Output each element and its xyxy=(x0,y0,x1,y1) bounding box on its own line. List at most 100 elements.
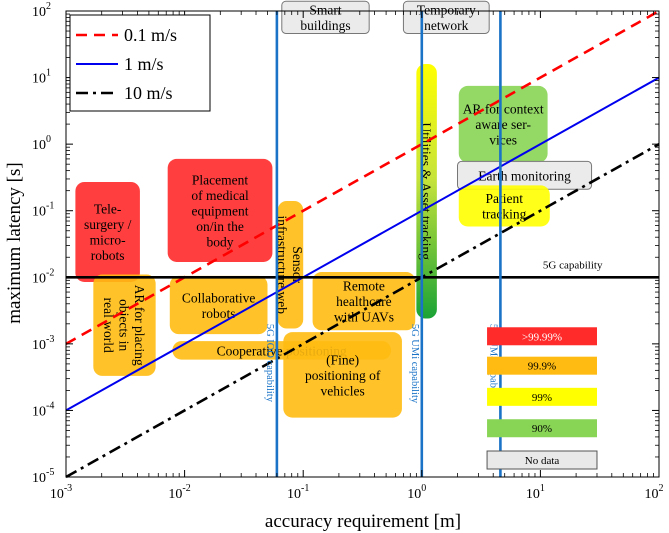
x-tick-label: 101 xyxy=(526,483,545,502)
application-label-line: with UAVs xyxy=(334,310,394,325)
y-tick-label: 10-1 xyxy=(32,201,54,220)
application-label-line: infrastructure web xyxy=(275,215,290,314)
application-label-line: vehicles xyxy=(321,383,365,398)
x-tick-base: 10 xyxy=(287,487,301,502)
x-tick-base: 10 xyxy=(645,487,659,502)
reliability-swatch xyxy=(487,327,597,346)
application-label: Placement of medical equipment on/in the bod… xyxy=(191,172,249,249)
reliability-legend-item: >99.99% xyxy=(487,327,597,346)
y-tick-base: 10 xyxy=(32,338,46,353)
series-lines xyxy=(65,9,660,479)
y-axis-label: maximum latency [s] xyxy=(4,162,25,323)
y-tick-label: 10-5 xyxy=(32,467,54,486)
application-fine-positioning-vehicles: (Fine) positioning of vehicles xyxy=(283,332,402,418)
application-label-line: network xyxy=(424,18,468,33)
y-tick-label: 101 xyxy=(32,68,51,87)
application-tele-surgery: Tele-surgery / micro-robots xyxy=(75,181,140,282)
axes-frame xyxy=(65,10,660,478)
application-label: Remote healthcare with UAVs xyxy=(334,279,394,325)
application-label: Smart buildings xyxy=(300,3,350,34)
reliability-legend: >99.99% 99.9% 99% 90% No data xyxy=(486,327,598,470)
application-label: Temporary network xyxy=(417,3,476,34)
reliability-legend-item: No data xyxy=(486,450,598,470)
x-axis-label: accuracy requirement [m] xyxy=(265,511,461,532)
application-label: Patient tracking xyxy=(482,191,526,222)
y-tick-exponent: -2 xyxy=(46,267,54,278)
application-sensor-infrastructure-web: Sensorinfrastructure web xyxy=(275,200,306,329)
application-temporary-network: Temporary network xyxy=(402,0,490,34)
y-tick-label: 10-3 xyxy=(32,334,54,353)
application-label-line: robots xyxy=(202,306,236,321)
y-tick-exponent: -4 xyxy=(46,400,54,411)
application-label-line: AR for placing xyxy=(132,285,147,366)
application-region-box xyxy=(458,85,548,163)
reference-label: 5G UMi capability xyxy=(409,324,420,404)
application-label-line: buildings xyxy=(300,18,350,33)
application-label: Collaborative robots xyxy=(182,290,255,321)
application-label-line: AR for context xyxy=(463,102,544,117)
application-region-box xyxy=(169,275,268,335)
application-ar-context-aware: AR for context aware ser-vices xyxy=(458,85,548,163)
application-label-line: tracking xyxy=(482,207,526,222)
application-smart-buildings: Smart buildings xyxy=(281,0,370,34)
reliability-label: 90% xyxy=(532,423,552,435)
application-label-line: real world xyxy=(101,298,116,353)
reliability-legend-item: 99% xyxy=(487,387,597,406)
application-label: (Fine) positioning of vehicles xyxy=(305,352,381,398)
application-utilities-asset-tracking: Utilities & Asset tracking xyxy=(416,63,437,319)
legend-label-2: 1 m/s xyxy=(124,54,164,74)
reliability-legend-item: 99.9% xyxy=(487,356,597,375)
x-tick-exponent: 0 xyxy=(421,483,426,494)
reliability-legend-item: 90% xyxy=(487,419,597,438)
application-ar-placing-objects: AR for placingobjects inreal world xyxy=(93,274,156,376)
application-label-line: body xyxy=(207,234,234,249)
application-label-line: Patient xyxy=(486,191,524,206)
application-label-line: healthcare xyxy=(336,294,391,309)
application-label-line: aware ser- xyxy=(475,117,531,132)
y-tick-base: 10 xyxy=(32,205,46,220)
application-region-box xyxy=(312,272,416,331)
y-tick-label: 100 xyxy=(32,134,51,153)
reliability-label: 99% xyxy=(532,392,552,404)
application-label-line: surgery / xyxy=(84,217,132,232)
reliability-swatch xyxy=(486,450,598,470)
application-label: Sensorinfrastructure web xyxy=(275,215,306,314)
axes: 10-3 10-2 10-1 100 101 10210-510-410-310-210-… xyxy=(32,1,664,502)
application-label-line: (Fine) xyxy=(326,352,359,367)
y-tick-label: 10-4 xyxy=(32,400,54,419)
reliability-swatch xyxy=(487,387,597,406)
legend-label-3: 10 m/s xyxy=(124,83,173,103)
x-tick-label: 10-2 xyxy=(168,483,190,502)
application-label-line: on/in the xyxy=(196,219,244,234)
application-label-line: robots xyxy=(91,248,125,263)
reference-label: 5G capability xyxy=(543,259,603,271)
x-tick-exponent: -2 xyxy=(182,483,190,494)
application-label-line: micro- xyxy=(90,233,126,248)
application-patient-tracking: Patient tracking xyxy=(458,185,550,227)
x-tick-exponent: -1 xyxy=(301,483,309,494)
y-tick-base: 10 xyxy=(32,271,46,286)
y-tick-base: 10 xyxy=(32,72,46,87)
reliability-label: No data xyxy=(525,455,560,467)
x-tick-label: 102 xyxy=(645,483,664,502)
x-tick-base: 10 xyxy=(168,487,182,502)
reliability-label: >99.99% xyxy=(522,331,562,343)
x-tick-exponent: 1 xyxy=(540,483,545,494)
application-region-box xyxy=(75,181,140,282)
x-tick-base: 10 xyxy=(50,487,64,502)
reliability-swatch xyxy=(487,356,597,375)
application-label-line: Collaborative xyxy=(182,290,255,305)
x-tick-label: 100 xyxy=(407,483,426,502)
x-tick-label: 10-3 xyxy=(50,483,72,502)
series-line-2 xyxy=(65,76,660,412)
application-region-box xyxy=(458,185,550,227)
y-tick-base: 10 xyxy=(32,138,46,153)
series-line-1 xyxy=(65,9,660,345)
y-tick-exponent: 0 xyxy=(46,134,51,145)
reliability-label: 99.9% xyxy=(528,361,556,373)
application-label-line: of medical xyxy=(191,188,249,203)
application-region-box xyxy=(281,0,370,34)
application-region-box xyxy=(402,0,490,34)
y-tick-exponent: -5 xyxy=(46,467,54,478)
